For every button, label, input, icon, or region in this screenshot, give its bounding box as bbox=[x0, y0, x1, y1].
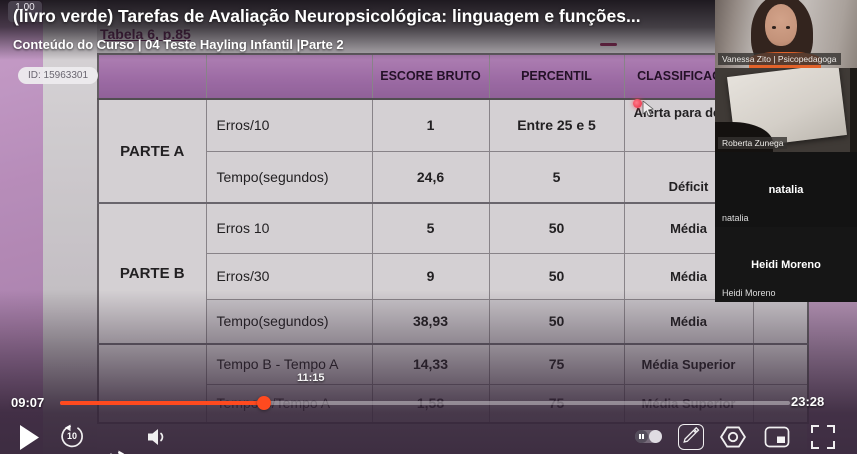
table-row: PARTE A Erros/10 1 Entre 25 e 5 Alerta p… bbox=[97, 98, 809, 204]
webcam-sidebar: Vanessa Zito | Psicopedagoga Roberta Zun… bbox=[715, 0, 857, 302]
percentil-cell: Entre 25 e 5 bbox=[488, 98, 625, 152]
current-time: 09:07 bbox=[11, 395, 45, 410]
rewind-10-label: 10 bbox=[66, 431, 77, 441]
participant-video-vanessa[interactable]: Vanessa Zito | Psicopedagoga bbox=[715, 0, 857, 68]
autoplay-toggle[interactable] bbox=[635, 430, 662, 443]
forward-10-button[interactable]: 10 bbox=[104, 450, 130, 454]
group-cell bbox=[97, 343, 207, 424]
classificacao-cell: Média bbox=[623, 298, 754, 345]
rewind-10-button[interactable]: 10 bbox=[59, 424, 85, 450]
percentil-cell: 50 bbox=[488, 252, 625, 300]
participant-video-natalia[interactable]: natalia natalia bbox=[715, 152, 857, 227]
header-cell-percentil: PERCENTIL bbox=[488, 53, 625, 100]
forward-10-icon bbox=[106, 450, 128, 454]
participant-name-label: natalia bbox=[722, 213, 749, 223]
play-icon bbox=[20, 425, 39, 450]
avatar bbox=[765, 4, 797, 46]
laser-pointer-dot bbox=[633, 99, 642, 108]
group-cell-parte-b: PARTE B bbox=[97, 202, 207, 345]
escore-cell: 14,33 bbox=[371, 343, 490, 385]
picture-in-picture-icon bbox=[764, 426, 790, 448]
table-row: PARTE B Erros 10 5 50 Média bbox=[97, 202, 809, 345]
video-title: (livro verde) Tarefas de Avaliação Neuro… bbox=[13, 6, 641, 26]
measure-cell: Tempo B - Tempo A bbox=[205, 343, 373, 385]
header-cell bbox=[205, 53, 373, 100]
video-subtitle: Conteúdo do Curso | 04 Teste Hayling Inf… bbox=[13, 37, 344, 52]
measure-cell: Erros 10 bbox=[205, 202, 373, 254]
settings-hexagon-icon bbox=[719, 426, 747, 448]
id-badge: ID: 15963301 bbox=[18, 67, 99, 84]
seek-bar[interactable] bbox=[60, 396, 790, 410]
percentil-cell: 50 bbox=[488, 298, 625, 345]
duration: 23:28 bbox=[791, 394, 825, 409]
participant-center-name: Heidi Moreno bbox=[751, 258, 821, 271]
presenter-cursor-icon bbox=[642, 101, 654, 117]
empty-cell bbox=[752, 343, 809, 385]
slide-dash-decoration bbox=[600, 43, 617, 46]
table-header-row: ESCORE BRUTO PERCENTIL CLASSIFICAÇÃO bbox=[97, 53, 809, 100]
participant-name-label: Vanessa Zito | Psicopedagoga bbox=[718, 53, 841, 65]
participant-name-label: Roberta Zunega bbox=[718, 137, 788, 149]
seek-handle[interactable] bbox=[257, 396, 271, 410]
escore-cell: 24,6 bbox=[371, 150, 490, 204]
empty-cell bbox=[752, 298, 809, 345]
percentil-cell: 50 bbox=[488, 202, 625, 254]
group-cell-parte-a: PARTE A bbox=[97, 98, 207, 204]
measure-cell: Erros/10 bbox=[205, 98, 373, 152]
toggle-knob bbox=[649, 430, 662, 443]
header-cell bbox=[97, 53, 207, 100]
measure-cell: Tempo(segundos) bbox=[205, 298, 373, 345]
measure-cell: Tempo(segundos) bbox=[205, 150, 373, 204]
table-row: Tempo B - Tempo A 14,33 75 Média Superio… bbox=[97, 343, 809, 424]
seek-bar-played bbox=[60, 401, 264, 405]
participant-video-roberta[interactable]: Roberta Zunega bbox=[715, 68, 857, 152]
volume-icon bbox=[148, 429, 164, 445]
fullscreen-button[interactable] bbox=[810, 424, 836, 450]
escore-cell: 38,93 bbox=[371, 298, 490, 345]
annotate-button[interactable] bbox=[678, 424, 704, 450]
percentil-cell: 75 bbox=[488, 343, 625, 385]
measure-cell: Erros/30 bbox=[205, 252, 373, 300]
participant-video-heidi[interactable]: Heidi Moreno Heidi Moreno bbox=[715, 227, 857, 302]
escore-cell: 9 bbox=[371, 252, 490, 300]
escore-cell: 1 bbox=[371, 98, 490, 152]
participant-center-name: natalia bbox=[768, 183, 804, 196]
pencil-icon bbox=[683, 426, 700, 443]
settings-button[interactable] bbox=[719, 423, 747, 451]
score-table: ESCORE BRUTO PERCENTIL CLASSIFICAÇÃO PAR… bbox=[97, 53, 809, 424]
play-button[interactable] bbox=[19, 425, 40, 450]
escore-cell: 5 bbox=[371, 202, 490, 254]
pause-icon bbox=[635, 430, 648, 443]
classificacao-cell: Média Superior bbox=[623, 343, 754, 385]
participant-name-label: Heidi Moreno bbox=[722, 288, 776, 298]
header-cell-escore-bruto: ESCORE BRUTO bbox=[371, 53, 490, 100]
percentil-cell: 5 bbox=[488, 150, 625, 204]
pip-button[interactable] bbox=[764, 426, 790, 448]
volume-button[interactable] bbox=[145, 426, 168, 448]
hover-time-tooltip: 11:15 bbox=[297, 372, 325, 384]
